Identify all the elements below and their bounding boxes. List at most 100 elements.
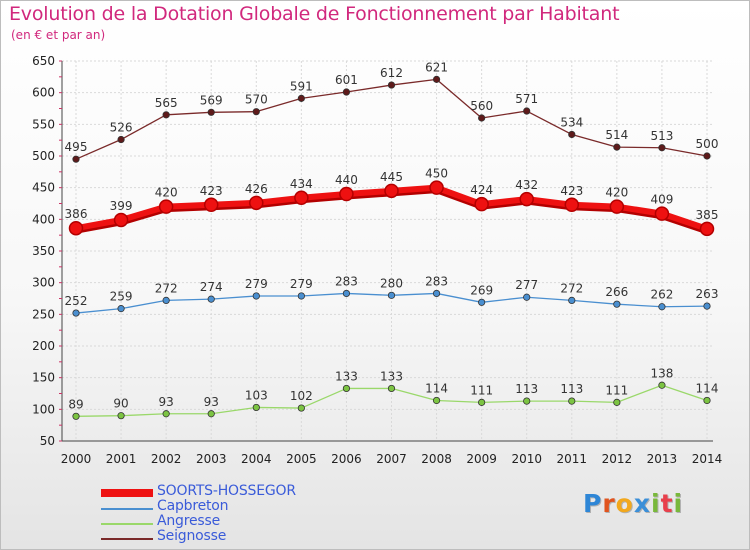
data-label: 565 <box>155 96 178 110</box>
data-label: 113 <box>560 382 583 396</box>
data-point <box>703 396 711 405</box>
data-label: 277 <box>515 278 538 292</box>
data-label: 111 <box>470 383 493 397</box>
axes: 50 100 150 200 250 300 350 400 450 500 550 600 650 20… <box>32 54 722 466</box>
data-label: 500 <box>696 137 719 151</box>
logo-letter: i <box>673 489 684 518</box>
data-point <box>342 289 351 298</box>
x-tick-label: 2011 <box>557 452 588 466</box>
data-point <box>387 81 396 89</box>
data-label: 263 <box>696 287 719 301</box>
data-label: 591 <box>290 79 313 93</box>
legend-label: Seignosse <box>157 528 227 544</box>
y-tick-label: 200 <box>32 339 55 353</box>
data-point <box>252 108 260 116</box>
data-label: 423 <box>200 184 223 198</box>
data-point <box>297 292 305 300</box>
data-label: 279 <box>245 277 268 291</box>
legend-label: SOORTS-HOSSEGOR <box>157 483 296 499</box>
logo-letter: i <box>651 489 661 518</box>
x-tick-label: 2014 <box>692 452 723 466</box>
data-label: 445 <box>380 170 403 184</box>
x-tick-label: 2012 <box>602 452 633 466</box>
data-label: 283 <box>335 274 358 288</box>
data-point <box>703 152 711 160</box>
y-tick-label: 50 <box>40 434 55 448</box>
data-label: 440 <box>335 173 358 187</box>
data-label: 571 <box>515 92 538 106</box>
data-point <box>249 195 264 211</box>
data-point <box>158 199 174 214</box>
data-label: 262 <box>650 288 673 302</box>
y-tick-label: 550 <box>32 117 55 131</box>
data-point <box>203 197 219 213</box>
data-label: 420 <box>155 186 178 200</box>
series-layer <box>68 75 715 420</box>
data-labels: 495 526 565 569 570 591 601 612 621 560 571 534 514 5… <box>65 60 719 411</box>
legend-swatch <box>101 523 153 525</box>
data-point <box>207 295 215 303</box>
data-point <box>474 196 489 212</box>
data-label: 534 <box>560 115 583 129</box>
data-label: 621 <box>425 60 448 74</box>
data-label: 266 <box>605 285 628 299</box>
data-point <box>432 75 441 83</box>
data-label: 114 <box>425 381 448 395</box>
y-tick-label: 600 <box>32 86 55 100</box>
y-tick-label: 350 <box>32 244 55 258</box>
data-point <box>207 108 215 116</box>
data-label: 434 <box>290 177 313 191</box>
logo-letter: o <box>615 489 634 518</box>
data-label: 424 <box>470 183 493 197</box>
legend-swatch <box>101 508 153 510</box>
data-point <box>658 381 666 389</box>
data-point <box>162 410 170 418</box>
x-tick-label: 2003 <box>196 452 227 466</box>
data-label: 399 <box>110 199 133 213</box>
data-point <box>162 111 170 119</box>
y-tick-label: 450 <box>32 181 55 195</box>
data-point <box>384 183 399 199</box>
data-label: 432 <box>515 178 538 192</box>
data-label: 526 <box>110 121 133 135</box>
data-point <box>478 298 486 306</box>
data-label: 93 <box>159 395 174 409</box>
data-point <box>339 186 354 202</box>
data-label: 560 <box>470 99 493 113</box>
data-point <box>117 412 125 420</box>
proxiti-logo: Proxiti <box>583 489 683 518</box>
data-label: 269 <box>470 283 493 297</box>
data-point <box>387 291 396 299</box>
series-line-seignosse <box>75 78 708 160</box>
data-label: 569 <box>200 93 223 107</box>
data-point <box>568 296 576 304</box>
data-label: 252 <box>65 294 88 308</box>
data-point <box>568 130 576 139</box>
data-point <box>654 206 670 221</box>
data-label: 113 <box>515 382 538 396</box>
data-point <box>478 114 486 122</box>
data-point <box>523 107 531 115</box>
data-point <box>252 292 260 300</box>
data-label: 423 <box>560 184 583 198</box>
data-label: 272 <box>560 281 583 295</box>
data-label: 409 <box>650 193 673 207</box>
logo-letter: P <box>583 489 603 518</box>
data-label: 274 <box>200 280 223 294</box>
data-point <box>613 143 621 151</box>
data-point <box>72 155 80 163</box>
chart-title: Evolution de la Dotation Globale de Fonc… <box>9 3 620 25</box>
data-label: 133 <box>380 369 403 383</box>
data-label: 89 <box>68 397 83 411</box>
data-point <box>703 302 711 310</box>
data-point <box>523 397 531 405</box>
data-label: 495 <box>65 140 88 154</box>
x-tick-label: 2013 <box>647 452 678 466</box>
data-point <box>432 289 441 298</box>
data-point <box>162 296 170 304</box>
y-tick-label: 400 <box>32 212 55 226</box>
y-tick-label: 300 <box>32 276 55 290</box>
data-point <box>519 191 534 207</box>
data-point <box>68 220 84 236</box>
data-label: 612 <box>380 66 403 80</box>
